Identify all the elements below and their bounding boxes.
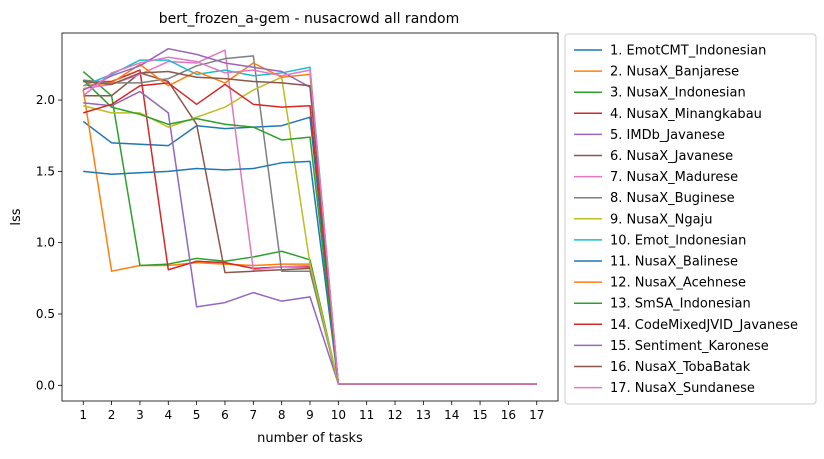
x-tick-label: 6 bbox=[221, 408, 229, 422]
y-axis: 0.0 0.5 1.0 1.5 2.0 bbox=[36, 93, 62, 392]
legend: 1. EmotCMT_Indonesian 2. NusaX_Banjarese 3… bbox=[564, 33, 817, 405]
legend-entry-label: 12. NusaX_Acehnese bbox=[610, 276, 746, 291]
y-tick-label: 0.5 bbox=[36, 307, 55, 321]
x-tick-label: 7 bbox=[249, 408, 257, 422]
x-tick-label: 8 bbox=[278, 408, 286, 422]
legend-entry-label: 7. NusaX_Madurese bbox=[610, 170, 738, 185]
x-tick-label: 3 bbox=[136, 408, 144, 422]
x-tick-label: 4 bbox=[164, 408, 172, 422]
x-tick-label: 2 bbox=[108, 408, 116, 422]
legend-entry-label: 10. Emot_Indonesian bbox=[610, 233, 746, 248]
legend-entry-label: 15. Sentiment_Karonese bbox=[610, 339, 769, 354]
x-tick-label: 10 bbox=[331, 408, 346, 422]
x-tick-label: 12 bbox=[387, 408, 402, 422]
legend-entry-label: 8. NusaX_Buginese bbox=[610, 191, 735, 206]
legend-entry-label: 5. IMDb_Javanese bbox=[610, 128, 725, 143]
legend-entry-label: 11. NusaX_Balinese bbox=[610, 255, 738, 270]
y-tick-label: 2.0 bbox=[36, 93, 55, 107]
legend-entry-label: 9. NusaX_Ngaju bbox=[610, 212, 712, 227]
x-tick-label: 5 bbox=[193, 408, 201, 422]
x-tick-label: 16 bbox=[501, 408, 516, 422]
legend-entry-label: 17. NusaX_Sundanese bbox=[610, 381, 755, 396]
x-tick-label: 17 bbox=[529, 408, 544, 422]
x-tick-label: 9 bbox=[306, 408, 314, 422]
x-tick-label: 14 bbox=[444, 408, 459, 422]
y-axis-label: lss bbox=[9, 208, 24, 225]
legend-entry-label: 16. NusaX_TobaBatak bbox=[610, 360, 751, 375]
x-tick-label: 13 bbox=[416, 408, 431, 422]
legend-entry-label: 4. NusaX_Minangkabau bbox=[610, 107, 762, 122]
x-tick-label: 1 bbox=[79, 408, 87, 422]
x-tick-label: 11 bbox=[359, 408, 374, 422]
legend-entry-label: 13. SmSA_Indonesian bbox=[610, 297, 751, 312]
legend-entry-label: 2. NusaX_Banjarese bbox=[610, 65, 739, 80]
y-tick-label: 1.0 bbox=[36, 236, 55, 250]
y-tick-label: 1.5 bbox=[36, 164, 55, 178]
x-axis-label: number of tasks bbox=[257, 431, 363, 446]
x-tick-label: 15 bbox=[472, 408, 487, 422]
legend-entry-label: 1. EmotCMT_Indonesian bbox=[610, 44, 766, 59]
series-layer bbox=[82, 47, 537, 385]
chart-title: bert_frozen_a-gem - nusacrowd all random bbox=[159, 11, 459, 27]
legend-entry-label: 6. NusaX_Javanese bbox=[610, 149, 733, 164]
legend-box bbox=[564, 33, 817, 405]
x-axis: 1 2 3 4 5 6 7 8 9 10 11 12 13 14 15 16 17 bbox=[79, 401, 544, 422]
series-line-17 bbox=[82, 56, 537, 385]
legend-entry-label: 14. CodeMixedJVID_Javanese bbox=[610, 318, 798, 333]
y-tick-label: 0.0 bbox=[36, 378, 55, 392]
legend-entry-label: 3. NusaX_Indonesian bbox=[610, 86, 746, 101]
